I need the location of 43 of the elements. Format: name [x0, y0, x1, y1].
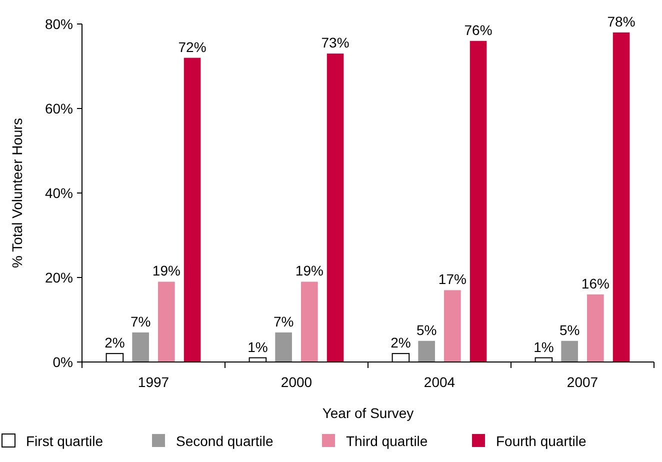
- bar: [612, 32, 630, 362]
- data-label: 16%: [581, 275, 610, 292]
- data-label: 76%: [464, 22, 492, 38]
- bar: [444, 290, 461, 362]
- x-axis-title: Year of Survey: [322, 405, 414, 421]
- y-tick-label: 80%: [44, 16, 73, 32]
- y-tick-label: 60%: [44, 100, 73, 116]
- bar: [158, 282, 175, 362]
- legend-label: First quartile: [26, 433, 104, 449]
- data-label: 73%: [321, 34, 350, 51]
- y-tick-label: 0%: [52, 354, 73, 370]
- data-label: 17%: [438, 271, 466, 288]
- legend-label: Third quartile: [346, 433, 428, 449]
- data-label: 1%: [534, 338, 554, 355]
- data-label: 1%: [248, 338, 268, 355]
- bar: [418, 340, 435, 362]
- bar: [275, 332, 292, 362]
- data-label: 72%: [178, 38, 206, 55]
- data-label: 2%: [104, 334, 125, 351]
- x-tick-label: 2000: [280, 374, 312, 390]
- x-tick-label: 2007: [566, 374, 598, 390]
- data-label: 7%: [273, 313, 294, 330]
- data-label: 2%: [390, 334, 411, 351]
- bar: [184, 58, 201, 362]
- data-label: 7%: [130, 313, 151, 330]
- legend-label: Second quartile: [176, 433, 274, 449]
- x-tick-label: 2004: [424, 374, 456, 390]
- data-label: 19%: [152, 262, 180, 279]
- y-tick-label: 20%: [44, 269, 73, 286]
- y-axis-title: % Total Volunteer Hours: [9, 118, 25, 268]
- x-tick-label: 1997: [138, 374, 170, 390]
- bar: [326, 54, 344, 362]
- data-label: 5%: [416, 322, 437, 338]
- bar: [470, 40, 487, 362]
- bar: [301, 282, 318, 362]
- bar: [587, 294, 604, 362]
- data-label: 78%: [607, 13, 636, 30]
- data-label: 5%: [559, 322, 580, 338]
- data-label: 19%: [295, 262, 324, 279]
- bar: [561, 340, 578, 362]
- y-tick-label: 40%: [44, 184, 73, 201]
- bar: [132, 332, 149, 362]
- legend-label: Fourth quartile: [496, 433, 586, 449]
